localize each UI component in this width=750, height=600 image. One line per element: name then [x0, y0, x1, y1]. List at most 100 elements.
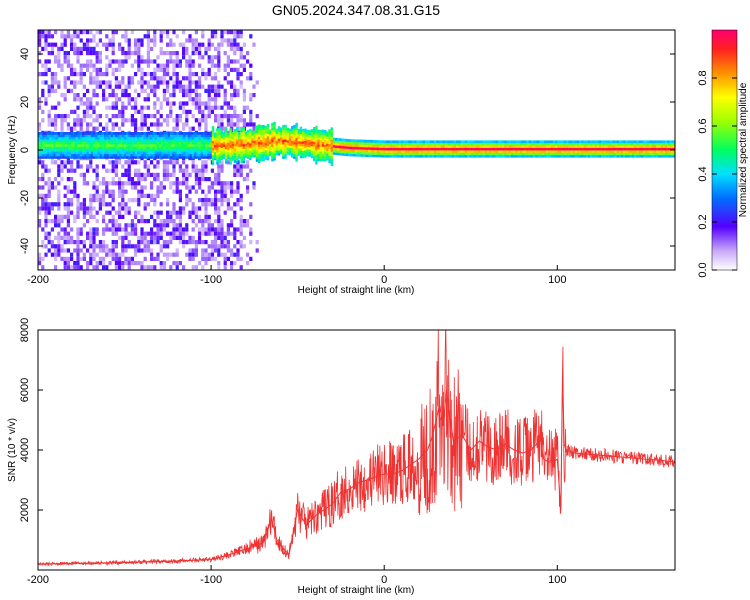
heatmap-ridge-cell: [491, 142, 494, 146]
heatmap-ridge-cell: [165, 136, 168, 140]
heatmap-cell: [226, 122, 230, 127]
heatmap-ridge-cell: [178, 139, 182, 142]
heatmap-ridge-cell: [79, 153, 83, 157]
heatmap-cell: [175, 210, 179, 215]
heatmap-ridge-cell: [592, 152, 595, 156]
heatmap-ridge-cell: [253, 150, 256, 153]
heatmap-cell: [201, 256, 205, 261]
heatmap-ridge-cell: [330, 139, 333, 143]
heatmap-ridge-cell: [625, 154, 628, 158]
heatmap-cell: [146, 72, 150, 77]
heatmap-ridge-cell: [49, 134, 52, 138]
heatmap-cell: [188, 240, 192, 245]
heatmap-ridge-cell: [313, 158, 316, 161]
heatmap-cell: [127, 231, 131, 236]
heatmap-cell: [63, 206, 67, 211]
heatmap-cell: [156, 55, 160, 60]
heatmap-cell: [121, 244, 125, 249]
heatmap-cell: [124, 51, 128, 56]
heatmap-cell: [185, 101, 189, 106]
heatmap-ridge-cell: [491, 150, 494, 153]
heatmap-ridge-cell: [453, 142, 457, 146]
heatmap-ridge-cell: [405, 154, 408, 158]
heatmap-ridge-cell: [596, 145, 600, 148]
heatmap-ridge-cell: [128, 136, 131, 140]
heatmap-ridge-cell: [339, 145, 342, 149]
heatmap-ridge-cell: [284, 124, 287, 128]
heatmap-cell: [140, 172, 144, 177]
heatmap-cell: [236, 248, 240, 253]
heatmap-ridge-cell: [218, 139, 221, 143]
heatmap-cell: [201, 198, 205, 203]
heatmap-cell: [95, 42, 99, 47]
heatmap-ridge-cell: [247, 139, 250, 143]
heatmap-cell: [214, 227, 218, 232]
heatmap-ridge-cell: [62, 136, 65, 140]
heatmap-ridge-cell: [387, 142, 391, 146]
heatmap-ridge-cell: [310, 150, 314, 154]
heatmap-cell: [166, 88, 170, 93]
heatmap-ridge-cell: [374, 140, 377, 143]
heatmap-cell: [204, 206, 208, 211]
heatmap-cell: [89, 51, 93, 56]
snr-x-label: Height of straight line (km): [298, 585, 415, 596]
heatmap-cell: [220, 185, 224, 190]
heatmap-ridge-cell: [339, 150, 342, 154]
heatmap-ridge-cell: [423, 145, 426, 148]
heatmap-cell: [236, 168, 240, 173]
heatmap-cell: [47, 219, 51, 224]
heatmap-ridge-cell: [154, 156, 157, 159]
heatmap-ridge-cell: [90, 144, 94, 147]
heatmap-ridge-cell: [112, 151, 116, 154]
heatmap-cell: [159, 219, 163, 224]
heatmap-cell: [137, 193, 141, 198]
heatmap-cell: [54, 118, 58, 123]
heatmap-ridge-cell: [297, 128, 300, 132]
heatmap-ridge-cell: [73, 141, 76, 145]
heatmap-ridge-cell: [152, 136, 155, 140]
heatmap-ridge-cell: [636, 142, 639, 146]
heatmap-ridge-cell: [152, 144, 155, 147]
heatmap-cell: [86, 38, 90, 43]
heatmap-ridge-cell: [255, 151, 259, 155]
heatmap-cell: [95, 177, 99, 182]
heatmap-ridge-cell: [669, 140, 672, 144]
heatmap-cell: [169, 172, 173, 177]
heatmap-ridge-cell: [238, 151, 241, 154]
heatmap-cell: [118, 235, 122, 240]
heatmap-ridge-cell: [359, 141, 362, 145]
heatmap-cell: [246, 252, 250, 257]
heatmap-cell: [223, 181, 227, 186]
heatmap-ridge-cell: [405, 150, 408, 153]
heatmap-ridge-cell: [247, 134, 250, 138]
heatmap-cell: [111, 101, 115, 106]
heatmap-cell: [108, 105, 112, 110]
heatmap-ridge-cell: [247, 144, 250, 147]
heatmap-ridge-cell: [299, 150, 303, 154]
heatmap-cell: [92, 193, 96, 198]
heatmap-ridge-cell: [656, 145, 659, 148]
heatmap-ridge-cell: [273, 126, 276, 130]
heatmap-ridge-cell: [220, 150, 223, 153]
heatmap-cell: [140, 240, 144, 245]
heatmap-ridge-cell: [445, 142, 448, 146]
heatmap-cell: [118, 160, 122, 165]
heatmap-ridge-cell: [374, 144, 377, 148]
heatmap-cell: [242, 105, 246, 110]
heatmap-ridge-cell: [407, 145, 410, 148]
heatmap-cell: [92, 76, 96, 81]
heatmap-cell: [137, 177, 141, 182]
heatmap-cell: [73, 118, 77, 123]
heatmap-cell: [114, 252, 118, 257]
heatmap-ridge-cell: [242, 148, 245, 152]
heatmap-ridge-cell: [126, 146, 129, 150]
heatmap-cell: [54, 105, 58, 110]
heatmap-cell: [44, 101, 48, 106]
heatmap-ridge-cell: [79, 134, 83, 138]
heatmap-ridge-cell: [651, 142, 655, 146]
heatmap-cell: [118, 126, 122, 131]
heatmap-ridge-cell: [225, 146, 228, 150]
heatmap-ridge-cell: [185, 134, 188, 138]
heatmap-ridge-cell: [456, 154, 459, 158]
heatmap-cell: [198, 185, 202, 190]
